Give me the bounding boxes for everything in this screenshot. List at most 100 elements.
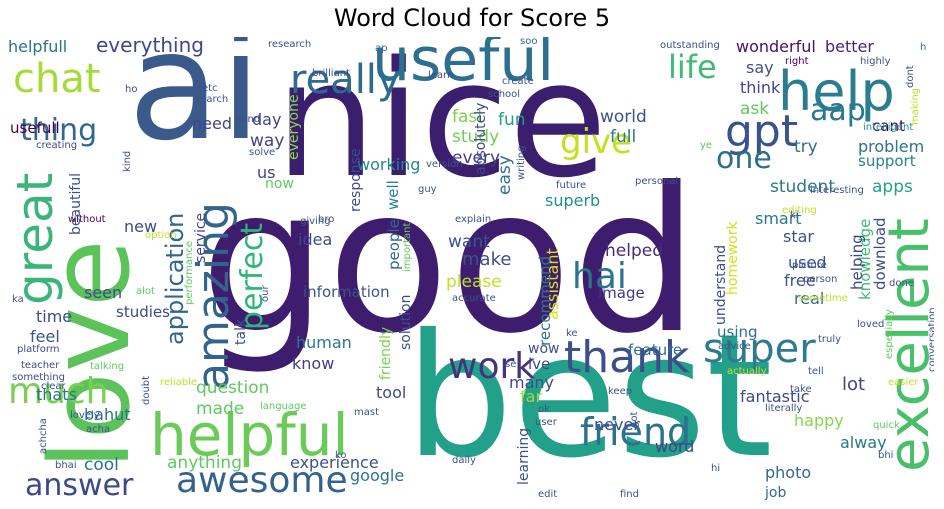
word-better: better [825, 37, 874, 56]
word-response: response [348, 148, 364, 212]
word-future: future [556, 180, 586, 191]
word-problem: problem [858, 137, 924, 156]
word-highly: highly [860, 56, 891, 67]
word-reliable: reliable [160, 377, 197, 388]
word-awesome: awesome [176, 460, 348, 501]
word-acha: acha [86, 424, 110, 435]
word-performance: performance [184, 241, 195, 305]
word-outstanding: outstanding [660, 40, 720, 51]
word-lot: lot [842, 374, 865, 395]
word-hai: hai [572, 256, 627, 297]
word-usefull: usefull [10, 119, 60, 137]
word-keep: keep [608, 386, 632, 397]
word-picture: picture [792, 260, 827, 271]
word-image: image [598, 284, 645, 302]
word-job: job [764, 485, 786, 501]
word-photo: photo [765, 463, 811, 482]
word-truly: truly [818, 334, 841, 345]
word-kind: kind [122, 151, 133, 172]
word-assistant: assistant [543, 248, 562, 320]
word-day: day [252, 110, 281, 129]
word-new: new [124, 217, 157, 236]
word-useful: useful [372, 37, 554, 95]
word-people: people [385, 219, 403, 270]
word-easier: easier [888, 377, 919, 388]
word-literally: literally [765, 403, 802, 414]
word-making: making [910, 88, 921, 125]
word-experience: experience [290, 453, 379, 472]
chart-title: Word Cloud for Score 5 [333, 4, 611, 32]
word-real: real [794, 289, 824, 308]
word-actually: actually [727, 366, 767, 377]
word-full: full [610, 127, 636, 147]
word-help: help [778, 60, 895, 123]
word-student: student [770, 177, 835, 197]
word-interesting: interesting [810, 185, 864, 196]
word-especially: especially [884, 309, 895, 359]
word-free: free [784, 271, 816, 290]
word-talking: talking [90, 361, 124, 372]
word-world: world [600, 107, 647, 127]
word-without: without [68, 214, 106, 225]
word-good: good [200, 145, 699, 378]
word-mast: mast [354, 407, 379, 418]
word-writing: writing [516, 146, 527, 180]
word-study: study [452, 127, 499, 147]
word-solution: solution [398, 295, 414, 350]
word-service: service [193, 213, 209, 263]
word-far: far [520, 387, 542, 406]
word-us: us [257, 163, 275, 182]
word-tool: tool [376, 383, 406, 402]
word-many: many [509, 373, 554, 392]
word-bhi: bhi [878, 450, 893, 461]
word-studies: studies [116, 303, 170, 321]
word-need: need [192, 114, 232, 133]
word-please: please [446, 272, 502, 292]
word-loved: loved [857, 319, 884, 330]
word-ka: ka [12, 294, 24, 305]
word-ask: ask [740, 99, 769, 119]
word-bhai: bhai [55, 460, 77, 471]
word-now: now [265, 176, 294, 192]
word-ki: ki [790, 210, 799, 221]
word-love: love [26, 239, 154, 470]
word-thats: thats [36, 385, 77, 404]
word-support: support [858, 152, 916, 170]
word-chat: chat [13, 56, 101, 102]
word-friendly: friendly [378, 327, 394, 380]
word-editing: editing [782, 205, 817, 216]
word-thank: thank [564, 332, 690, 383]
word-gpt: gpt [725, 106, 798, 157]
word-mind: mind [235, 114, 260, 125]
word-user: user [535, 417, 558, 428]
word-ap: ap [375, 43, 387, 54]
word-ho: ho [125, 84, 137, 95]
word-solve: solve [249, 147, 275, 158]
word-one: one [716, 141, 772, 176]
word-research: research [268, 39, 311, 50]
word-teacher: teacher [21, 360, 60, 371]
word-h: h [920, 42, 926, 53]
word-superb: superb [545, 191, 600, 210]
word-giving: giving [300, 216, 331, 227]
word-seen: seen [84, 283, 122, 302]
word-nice: nice [275, 37, 607, 213]
word-excellent: excellent [877, 218, 934, 472]
word-ye: ye [700, 140, 712, 151]
word-our: our [260, 285, 271, 302]
word-done: done [889, 278, 914, 289]
word-used: used [788, 253, 826, 272]
word-edit: edit [538, 489, 557, 500]
word-search: search [195, 94, 228, 105]
word-smart: smart [755, 209, 802, 228]
word-give: give [560, 122, 632, 162]
word-doubt: doubt [141, 376, 152, 405]
word-accurate: accurate [452, 293, 496, 304]
word-fun: fun [498, 110, 526, 130]
word-beautiful: beautiful [68, 173, 84, 235]
word-star: star [783, 227, 814, 246]
word-working: working [357, 155, 420, 174]
word-conversation: conversation [927, 307, 934, 372]
word-learning: learning [516, 428, 532, 485]
word-perfect: perfect [235, 223, 270, 330]
